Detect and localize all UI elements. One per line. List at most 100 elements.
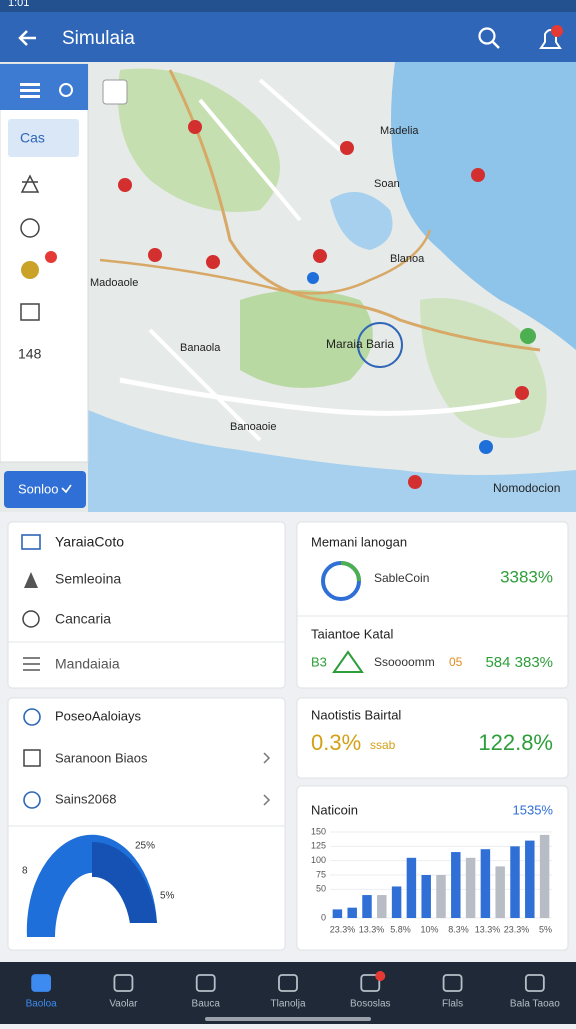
bar [436, 875, 446, 918]
y-tick-label: 125 [311, 841, 326, 851]
sidebar-icon[interactable] [21, 261, 39, 279]
sidebar-selected[interactable] [8, 119, 79, 157]
map-label: Banoaoie [230, 421, 277, 433]
gauge-label: 5% [160, 891, 175, 902]
map-label: Madoaole [90, 277, 138, 289]
sidebar-item[interactable]: Cas [20, 130, 45, 146]
chart-title: Naticoin [311, 802, 358, 817]
y-tick-label: 150 [311, 826, 326, 836]
grid-icon[interactable] [20, 83, 40, 98]
total-left-value: 0.3% [311, 730, 361, 755]
nav-icon[interactable] [442, 974, 463, 992]
option-item[interactable]: PoseoAaloiays [55, 708, 141, 723]
list-item[interactable]: YaraiaCoto [55, 534, 124, 550]
bar [391, 886, 402, 918]
sidebar-button-label[interactable]: Sonloo [18, 481, 58, 496]
map-label: Banaola [180, 342, 221, 354]
options-card [7, 697, 286, 951]
stats-prefix: B3 [311, 654, 327, 669]
sidebar-button[interactable] [4, 471, 86, 508]
x-tick-label: 5.8% [390, 924, 411, 934]
home-indicator [205, 1017, 371, 1021]
y-tick-label: 75 [316, 869, 326, 879]
sidebar-count: 148 [18, 346, 42, 362]
total-card [296, 697, 569, 779]
gauge-label: 25% [135, 841, 155, 852]
sidebar-icon[interactable] [20, 303, 40, 321]
stats-card [296, 521, 569, 689]
x-tick-label: 23.3% [330, 924, 356, 934]
nav-icon[interactable] [113, 974, 134, 992]
nav-label[interactable]: Baoloa [26, 999, 58, 1010]
bar [495, 866, 505, 918]
sidebar-header [0, 64, 88, 110]
map-label: Nomodocion [493, 481, 560, 495]
bar [347, 907, 357, 918]
notification-button[interactable] [539, 25, 563, 49]
list-item[interactable]: Mandaiaia [55, 656, 120, 672]
nav-icon[interactable] [360, 974, 381, 992]
nav-label[interactable]: Bauca [192, 999, 221, 1010]
list-item[interactable]: Cancaria [55, 611, 111, 627]
sidebar-icon[interactable] [20, 218, 40, 238]
app-title: Simulaia [62, 28, 135, 49]
bar [421, 875, 431, 918]
bottom-nav [0, 962, 576, 1024]
gauge-label: 8 [22, 866, 28, 877]
map[interactable]: Madelia Soan Blanoa Madoaole Banaola Mar… [0, 62, 576, 512]
nav-icon[interactable] [278, 974, 298, 992]
map-label: Soan [374, 178, 400, 190]
x-tick-label: 8.3% [448, 924, 469, 934]
bar [406, 857, 417, 918]
x-tick-label: 23.3% [504, 924, 530, 934]
stats-row-badge: 05 [449, 655, 463, 669]
x-tick-label: 10% [420, 924, 438, 934]
map-label: Maraia Baria [326, 337, 394, 351]
status-bar [0, 0, 576, 12]
option-item[interactable]: Saranoon Biaos [55, 750, 148, 765]
sidebar-icon[interactable] [20, 174, 40, 193]
coin-value: 3383% [500, 567, 553, 586]
bar [332, 909, 343, 918]
stats-row-label: Ssoooomm [374, 655, 435, 669]
nav-label[interactable]: Bala Taoao [510, 999, 560, 1010]
stats-subtitle: Taiantoe Katal [311, 626, 394, 641]
bar [377, 895, 387, 918]
back-button[interactable] [18, 30, 36, 46]
layers-icon[interactable] [59, 83, 73, 97]
bar [539, 834, 550, 918]
nav-label[interactable]: Vaolar [109, 999, 138, 1010]
stats-title: Memani lanogan [311, 534, 407, 549]
option-item[interactable]: Sains2068 [55, 791, 116, 806]
y-tick-label: 50 [316, 884, 326, 894]
y-tick-label: 0 [321, 912, 326, 922]
search-button[interactable] [478, 27, 500, 49]
stats-row-value: 584 383% [485, 654, 553, 671]
map-label: Blanoa [390, 253, 425, 265]
bar [480, 849, 491, 918]
x-tick-label: 13.3% [475, 924, 501, 934]
chart-value-label: 1535% [513, 802, 554, 817]
y-tick-label: 100 [311, 855, 326, 865]
total-title: Naotistis Bairtal [311, 707, 401, 722]
x-tick-label: 5% [539, 924, 552, 934]
bar [451, 852, 461, 918]
total-left-unit: ssab [370, 738, 396, 752]
total-right-value: 122.8% [478, 730, 553, 755]
nav-label[interactable]: Tlanolja [270, 999, 305, 1010]
list-item[interactable]: Semleoina [55, 571, 121, 587]
coin-label: SableCoin [374, 571, 429, 585]
map-label: Madelia [380, 125, 419, 137]
bar [362, 895, 372, 918]
x-tick-label: 13.3% [359, 924, 385, 934]
status-time: 1:01 [8, 0, 29, 9]
bar [465, 857, 476, 918]
list-card [7, 521, 286, 689]
nav-label[interactable]: Bososlas [350, 999, 391, 1010]
nav-icon[interactable] [524, 974, 545, 992]
nav-icon[interactable] [195, 974, 216, 992]
bar [510, 846, 520, 918]
nav-label[interactable]: Flals [442, 999, 463, 1010]
nav-icon[interactable] [31, 974, 52, 992]
